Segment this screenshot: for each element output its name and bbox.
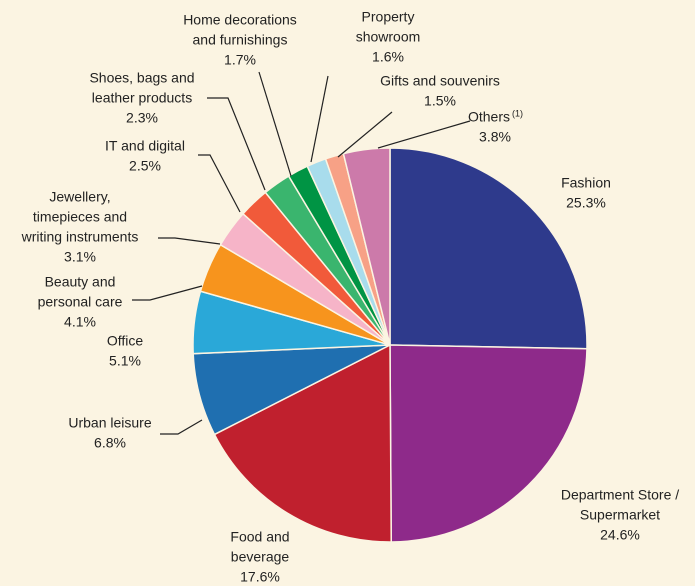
category-label: Others	[468, 109, 510, 125]
value-label: 1.6%	[372, 49, 404, 65]
value-label: 1.7%	[224, 52, 256, 68]
value-label: 5.1%	[109, 353, 141, 369]
category-label: Supermarket	[580, 507, 660, 523]
value-label: 2.5%	[129, 158, 161, 174]
category-label: Home decorations	[183, 12, 297, 28]
category-label: Food and	[230, 529, 289, 545]
category-label: Beauty and	[45, 274, 116, 290]
category-label: Department Store /	[561, 487, 679, 503]
footnote-mark: (1)	[512, 108, 523, 118]
value-label: 2.3%	[126, 110, 158, 126]
category-label: and furnishings	[193, 32, 288, 48]
category-label: Office	[107, 333, 144, 349]
category-label: showroom	[356, 29, 421, 45]
value-label: 1.5%	[424, 93, 456, 109]
value-label: 4.1%	[64, 314, 96, 330]
category-label: Property	[362, 9, 415, 25]
leader-line	[258, 71, 292, 177]
leader-line	[160, 419, 203, 435]
pie-slice	[213, 343, 392, 543]
pie-slice	[389, 344, 588, 543]
category-label: Shoes, bags and	[89, 70, 194, 86]
category-label: Urban leisure	[68, 415, 151, 431]
leader-line	[377, 120, 471, 149]
leader-line	[198, 154, 241, 213]
value-label: 17.6%	[240, 569, 280, 585]
leader-line	[337, 111, 393, 158]
value-label: 6.8%	[94, 435, 126, 451]
pie-slice	[389, 147, 588, 350]
category-label: Gifts and souvenirs	[380, 73, 500, 89]
leader-line	[207, 97, 266, 191]
category-label: timepieces and	[33, 209, 127, 225]
category-label: Jewellery,	[49, 189, 110, 205]
leader-line	[132, 285, 203, 301]
category-label: personal care	[38, 294, 123, 310]
value-label: 3.8%	[479, 129, 511, 145]
leader-line	[310, 75, 329, 163]
value-label: 3.1%	[64, 249, 96, 265]
category-label: IT and digital	[105, 138, 185, 154]
value-label: 24.6%	[600, 527, 640, 543]
value-label: 25.3%	[566, 195, 606, 211]
leader-line	[158, 237, 221, 245]
category-label: leather products	[92, 90, 192, 106]
category-label: writing instruments	[21, 229, 139, 245]
pie-slice	[342, 147, 391, 346]
category-label: Fashion	[561, 175, 611, 191]
category-label: beverage	[231, 549, 290, 565]
